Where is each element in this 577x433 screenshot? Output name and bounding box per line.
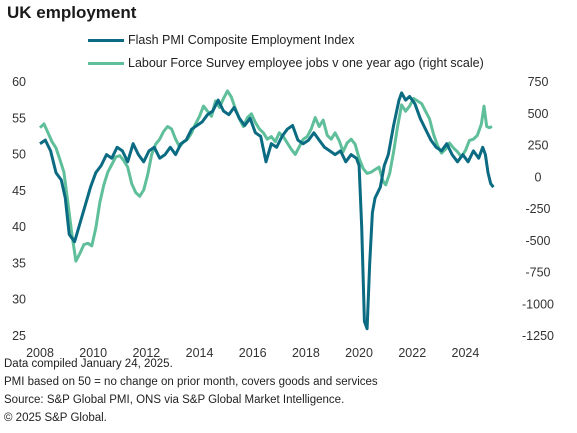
- x-tick-label: 2024: [452, 346, 480, 360]
- x-tick-label: 2022: [398, 346, 426, 360]
- legend-item-pmi: Flash PMI Composite Employment Index: [88, 33, 354, 47]
- page-title: UK employment: [7, 3, 137, 22]
- y-right-tick-label: -500: [525, 234, 550, 248]
- y-left-tick-label: 40: [12, 220, 26, 234]
- series-line-lfs: [38, 89, 493, 263]
- y-right-tick-label: -1000: [522, 297, 554, 311]
- series-line-pmi: [39, 91, 495, 331]
- footer-note-date: Data compiled January 24, 2025.: [4, 358, 173, 370]
- y-left-tick-label: 45: [12, 184, 26, 198]
- legend-label-lfs: Labour Force Survey employee jobs v one …: [128, 56, 484, 70]
- y-axis-left: 60 55 50 45 40 35 30 25: [12, 75, 26, 343]
- footer-note-pmi: PMI based on 50 = no change on prior mon…: [4, 376, 378, 388]
- x-tick-label: 2018: [292, 346, 320, 360]
- y-left-tick-label: 25: [12, 329, 26, 343]
- footer-copyright: © 2025 S&P Global.: [4, 412, 107, 424]
- x-tick-label: 2010: [79, 346, 107, 360]
- y-left-tick-label: 50: [12, 148, 26, 162]
- y-axis-right: 750 500 250 0 -250 -500 -750 -1000 -1250: [522, 75, 554, 343]
- footer-source: Source: S&P Global PMI, ONS via S&P Glob…: [4, 394, 345, 406]
- x-tick-label: 2014: [186, 346, 214, 360]
- legend-label-pmi: Flash PMI Composite Employment Index: [128, 33, 355, 47]
- y-left-tick-label: 55: [12, 111, 26, 125]
- y-left-tick-label: 35: [12, 256, 26, 270]
- x-tick-label: 2008: [26, 346, 54, 360]
- y-right-tick-label: -750: [525, 266, 550, 280]
- y-right-tick-label: 0: [535, 170, 542, 184]
- legend-swatch-lfs: [88, 61, 124, 65]
- x-tick-label: 2012: [132, 346, 160, 360]
- y-right-tick-label: 500: [528, 107, 549, 121]
- series-lines: [38, 89, 495, 331]
- y-right-tick-label: 750: [528, 75, 549, 89]
- y-right-tick-label: -250: [525, 202, 550, 216]
- legend-swatch-pmi: [88, 38, 124, 42]
- x-tick-label: 2020: [345, 346, 373, 360]
- y-left-tick-label: 60: [12, 75, 26, 89]
- y-right-tick-label: 250: [528, 139, 549, 153]
- x-axis: 2008 2010 2012 2014 2016 2018 2020 2022 2024: [26, 346, 479, 360]
- y-right-tick-label: -1250: [522, 329, 554, 343]
- y-left-tick-label: 30: [12, 293, 26, 307]
- legend-item-lfs: Labour Force Survey employee jobs v one …: [88, 56, 484, 70]
- x-tick-label: 2016: [239, 346, 267, 360]
